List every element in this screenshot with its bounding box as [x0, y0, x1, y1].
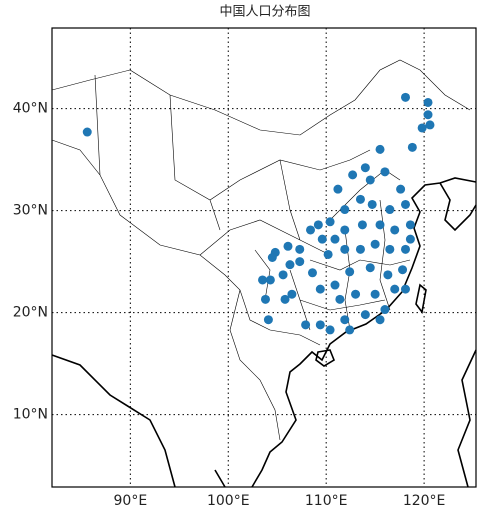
- taiwan: [415, 283, 427, 314]
- city-point: [340, 315, 350, 325]
- city-point: [348, 170, 358, 180]
- west-coast: [51, 354, 226, 488]
- city-point: [357, 220, 367, 230]
- city-point: [380, 167, 390, 177]
- y-tick-label: 20°N: [13, 305, 48, 321]
- city-point: [258, 275, 268, 285]
- chart-title: 中国人口分布图: [219, 5, 310, 20]
- city-point: [365, 263, 375, 273]
- city-point: [405, 220, 415, 230]
- city-point: [385, 205, 395, 215]
- city-point: [330, 234, 340, 244]
- y-tick-label: 10°N: [13, 407, 48, 423]
- city-point: [390, 284, 400, 294]
- city-point: [265, 275, 275, 285]
- city-point: [417, 123, 427, 133]
- city-point: [330, 280, 340, 290]
- city-point: [396, 184, 406, 194]
- city-point: [383, 270, 393, 280]
- city-point: [260, 294, 270, 304]
- city-point: [315, 284, 325, 294]
- city-point: [345, 267, 355, 277]
- city-point: [355, 194, 365, 204]
- city-point: [278, 270, 288, 280]
- x-tick-label: 110°E: [305, 493, 348, 509]
- city-point: [370, 289, 380, 299]
- city-point: [400, 92, 410, 102]
- city-point: [360, 163, 370, 173]
- city-point: [423, 110, 433, 120]
- city-point: [333, 184, 343, 194]
- city-point: [385, 244, 395, 254]
- x-tick-label: 90°E: [114, 493, 148, 509]
- city-point: [82, 127, 92, 137]
- city-point: [398, 265, 408, 275]
- city-point: [365, 175, 375, 185]
- city-point: [351, 289, 361, 299]
- city-point: [306, 225, 316, 235]
- coastline: [251, 177, 477, 488]
- city-point: [323, 249, 333, 259]
- city-point: [340, 205, 350, 215]
- hainan: [315, 349, 335, 367]
- city-point: [340, 244, 350, 254]
- korea-japan: [439, 182, 477, 488]
- city-point: [400, 284, 410, 294]
- country-borders: [51, 59, 471, 441]
- city-point: [407, 142, 417, 152]
- city-point: [400, 244, 410, 254]
- city-point: [340, 225, 350, 235]
- city-point: [375, 144, 385, 154]
- city-point: [390, 225, 400, 235]
- city-point: [285, 260, 295, 270]
- city-point: [360, 310, 370, 320]
- city-point: [355, 244, 365, 254]
- city-point: [400, 199, 410, 209]
- city-point: [370, 239, 380, 249]
- city-point: [301, 320, 311, 330]
- city-point: [267, 253, 277, 262]
- city-point: [367, 199, 377, 209]
- city-point: [295, 257, 305, 267]
- city-point: [283, 241, 293, 251]
- city-point: [280, 294, 290, 304]
- city-point: [345, 325, 355, 335]
- city-point: [335, 294, 345, 304]
- city-point: [423, 97, 433, 107]
- city-point: [380, 305, 390, 315]
- plot-frame: [51, 27, 477, 488]
- city-point: [263, 315, 273, 325]
- y-tick-label: 30°N: [13, 203, 48, 219]
- x-tick-label: 120°E: [403, 493, 446, 509]
- city-point: [325, 325, 335, 335]
- city-point: [307, 268, 317, 278]
- city-point: [405, 234, 415, 244]
- x-tick-label: 100°E: [207, 493, 250, 509]
- city-point: [375, 220, 385, 230]
- city-point: [287, 289, 297, 299]
- city-point: [317, 234, 327, 244]
- basemap: [51, 59, 477, 488]
- city-point: [295, 244, 305, 254]
- y-tick-label: 40°N: [13, 101, 48, 117]
- city-point: [425, 120, 435, 130]
- city-point: [325, 217, 335, 227]
- city-point: [315, 320, 325, 330]
- city-point: [375, 315, 385, 325]
- city-point: [313, 220, 323, 230]
